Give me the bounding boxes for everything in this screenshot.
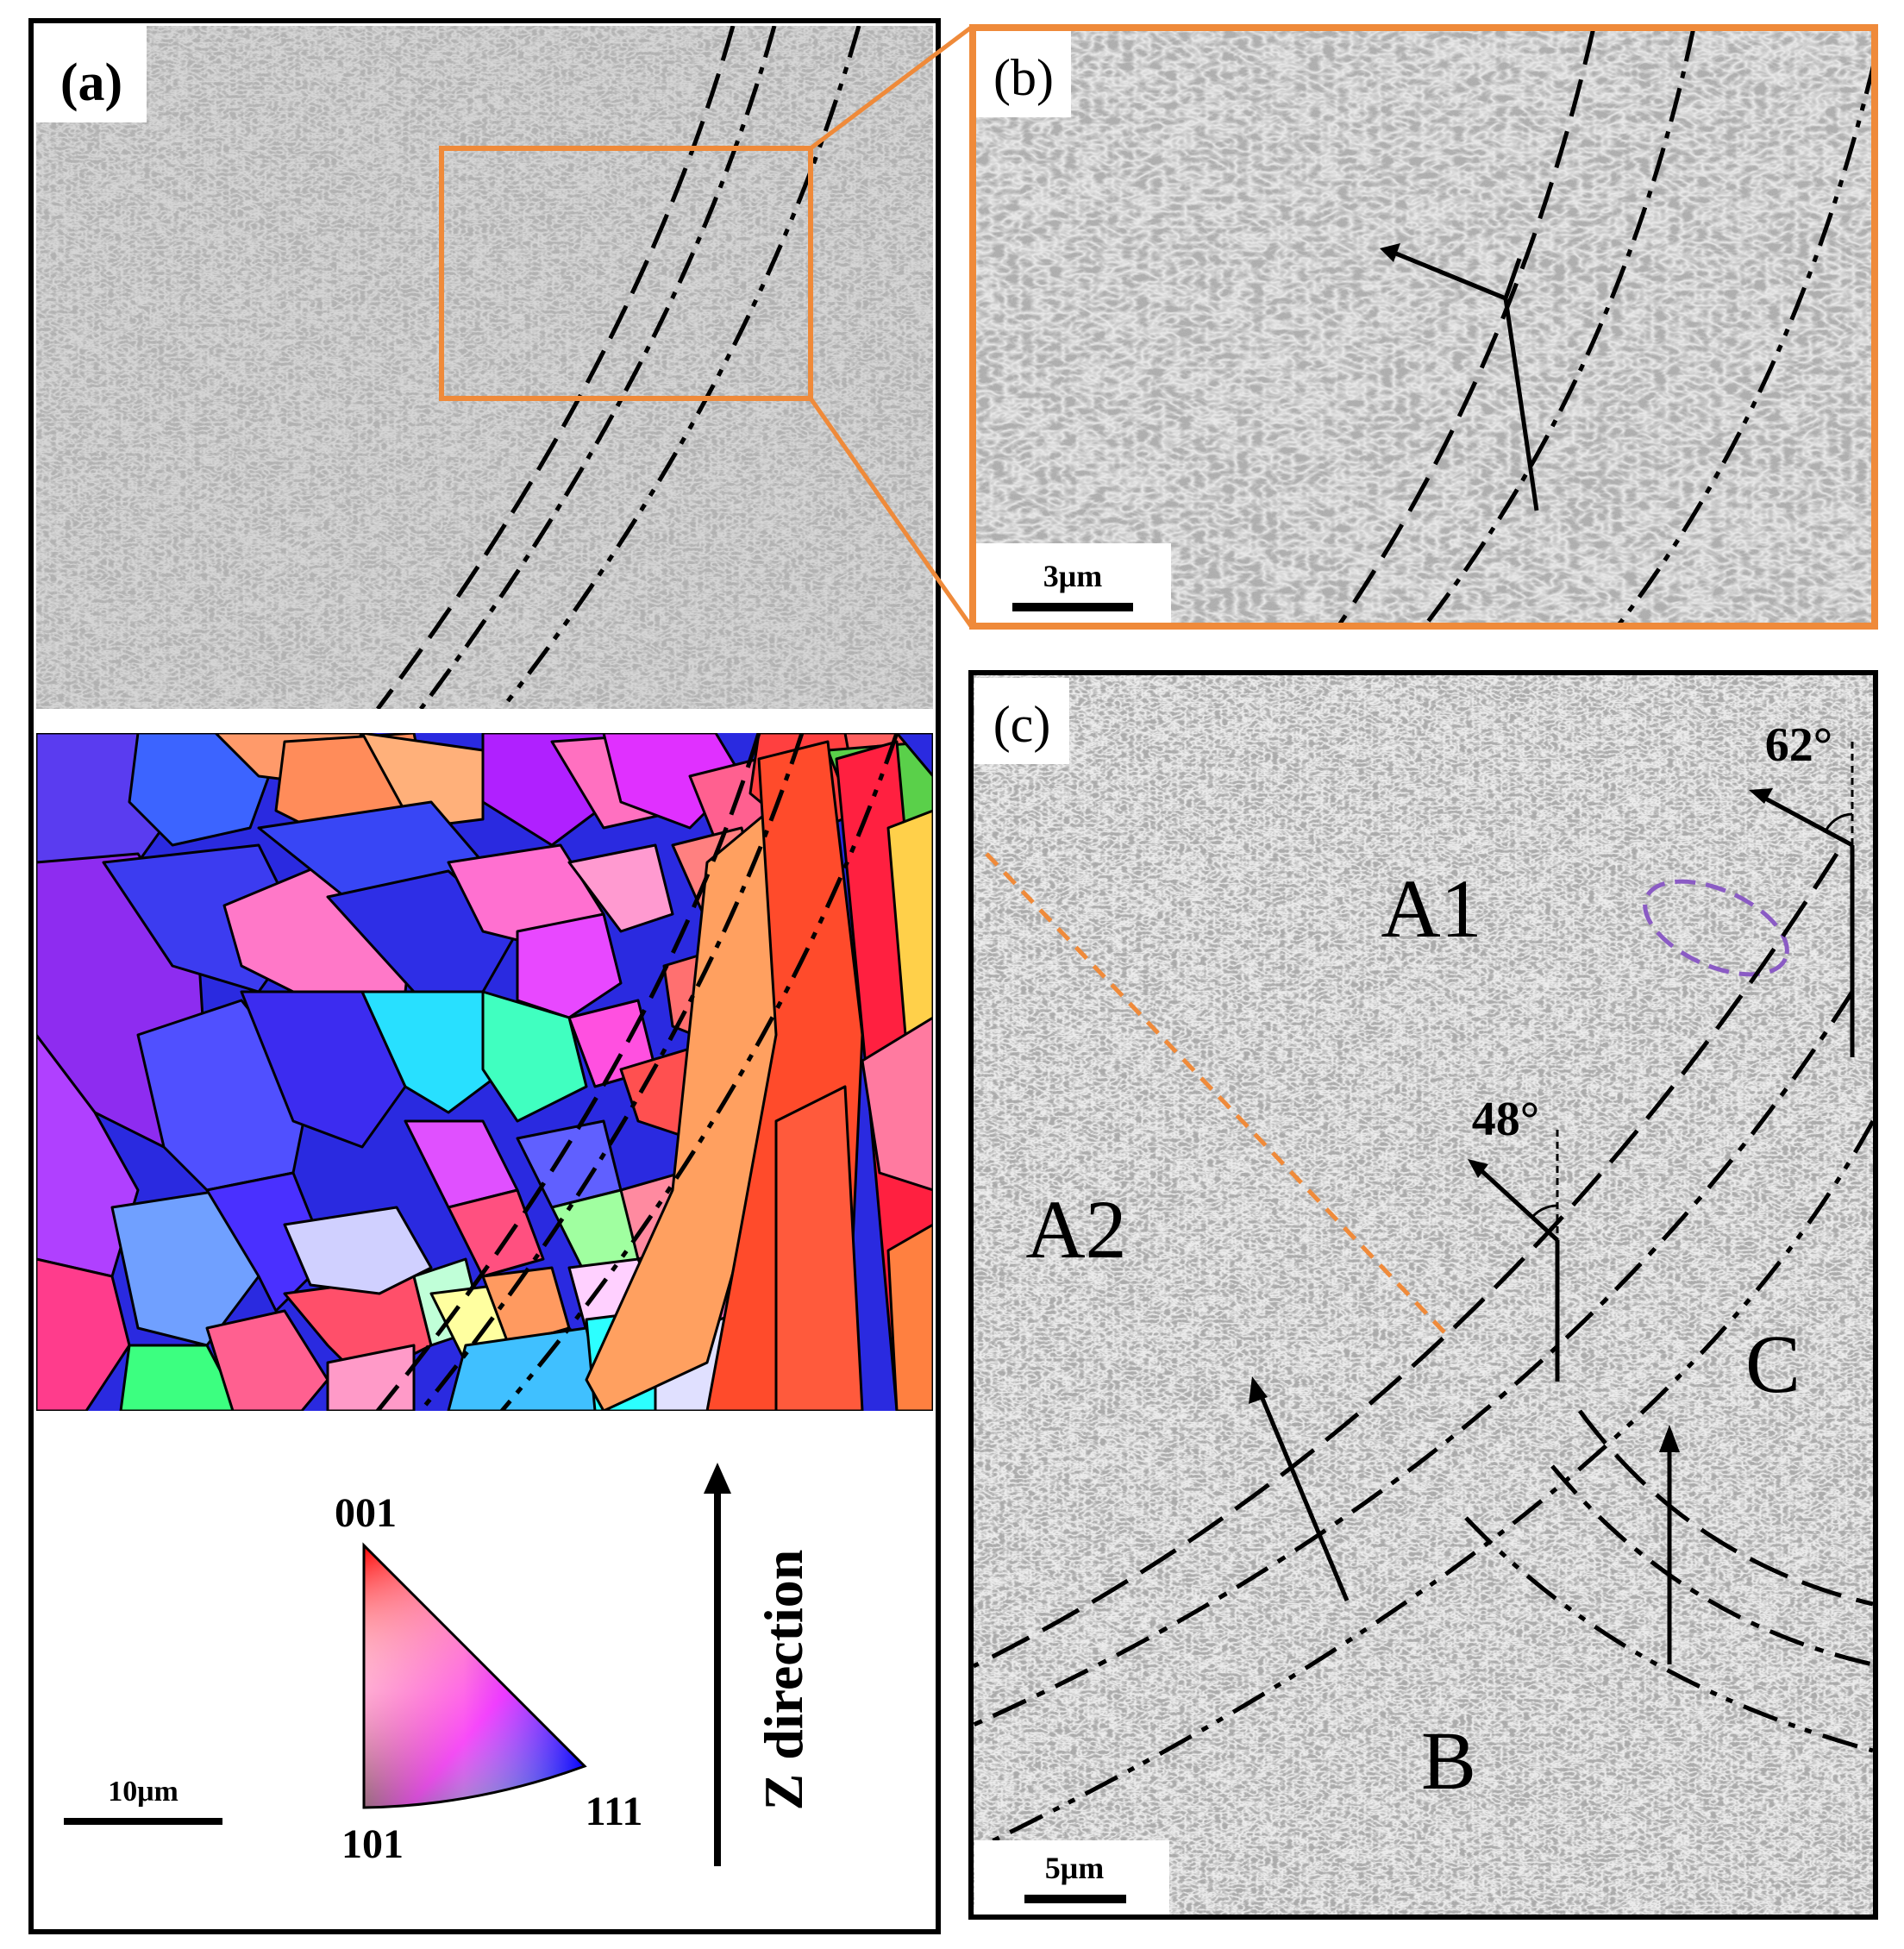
- panel-b: (b) 3μm: [969, 24, 1878, 630]
- c-boundary-lower-dashdotdot: [1464, 1516, 1873, 1753]
- panel-c-label-box: (c): [974, 678, 1069, 764]
- c-boundary-lower-dashdot: [1550, 1464, 1873, 1667]
- ipf-label-101: 101: [341, 1821, 404, 1867]
- panel-a-sem-image: [36, 26, 933, 709]
- b-boundary-dashdot: [1423, 28, 1696, 626]
- panel-c-frame: [968, 670, 1878, 1920]
- zoom-region-box: [439, 146, 813, 401]
- panel-c-scale-label: 5μm: [1045, 1851, 1104, 1885]
- b-growth-direction-marker: [1380, 243, 1539, 511]
- c-arrow-48-marker: [1468, 1130, 1560, 1382]
- panel-a-scale-bar: 10μm: [64, 1776, 222, 1825]
- c-arrow-left-marker: [1249, 1376, 1350, 1601]
- z-direction-label: Z direction: [753, 1550, 814, 1811]
- panel-b-scale-label: 3μm: [1043, 559, 1102, 593]
- c-boundary-lower-dashed: [1577, 1409, 1873, 1607]
- boundary-line-dashed: [376, 26, 736, 709]
- c-arrow-right-marker: [1659, 1425, 1680, 1664]
- panel-a: (a): [28, 18, 941, 1934]
- c-boundary-dashdot: [974, 990, 1855, 1727]
- panel-c-scale-bar: 5μm: [974, 1840, 1169, 1915]
- c-region-a2: A2: [1025, 1183, 1126, 1275]
- ipf-label-111: 111: [586, 1789, 643, 1834]
- panel-a-ebsd-map: [36, 733, 933, 1411]
- ebsd-boundary-dashdotdot: [500, 733, 899, 1411]
- c-angle-48: 48°: [1472, 1093, 1539, 1146]
- c-region-b: B: [1421, 1714, 1476, 1807]
- panel-b-label-box: (b): [976, 31, 1071, 117]
- boundary-line-dashdot: [419, 26, 777, 709]
- panel-c-label: (c): [993, 696, 1051, 753]
- ipf-label-001: 001: [335, 1490, 397, 1536]
- panel-a-label: (a): [60, 53, 122, 112]
- c-orange-dashed-line: [985, 852, 1449, 1337]
- boundary-line-dashdotdot: [500, 26, 861, 709]
- z-direction-arrow: Z direction: [704, 1463, 814, 1866]
- panel-c: A1 A2 B C 62° 48° (c) 5μm: [968, 670, 1878, 1920]
- ebsd-boundary-dashdot: [419, 733, 805, 1411]
- panel-a-scale-label: 10μm: [108, 1776, 178, 1808]
- c-region-c: C: [1745, 1318, 1801, 1410]
- b-boundary-dashdotdot: [1616, 60, 1875, 626]
- panel-b-label: (b): [993, 49, 1054, 106]
- c-arrow-62-marker: [1749, 742, 1855, 1057]
- c-region-a1: A1: [1381, 862, 1481, 955]
- zoom-connector-lines: [808, 26, 974, 628]
- c-purple-ellipse: [1643, 879, 1789, 977]
- panel-b-scale-bar: 3μm: [976, 543, 1171, 623]
- c-boundary-dashdotdot: [981, 1119, 1873, 1848]
- panel-b-frame: [969, 24, 1878, 630]
- ipf-color-key: 001 101 111: [335, 1490, 642, 1867]
- c-angle-62: 62°: [1765, 718, 1832, 772]
- b-boundary-dashed: [1336, 28, 1596, 626]
- c-boundary-dashed: [974, 852, 1839, 1669]
- ebsd-boundary-dashed: [376, 733, 761, 1411]
- panel-a-label-box: (a): [36, 26, 147, 122]
- panel-c-sem-image: A1 A2 B C 62° 48°: [974, 675, 1873, 1915]
- panel-b-sem-image: [973, 28, 1875, 626]
